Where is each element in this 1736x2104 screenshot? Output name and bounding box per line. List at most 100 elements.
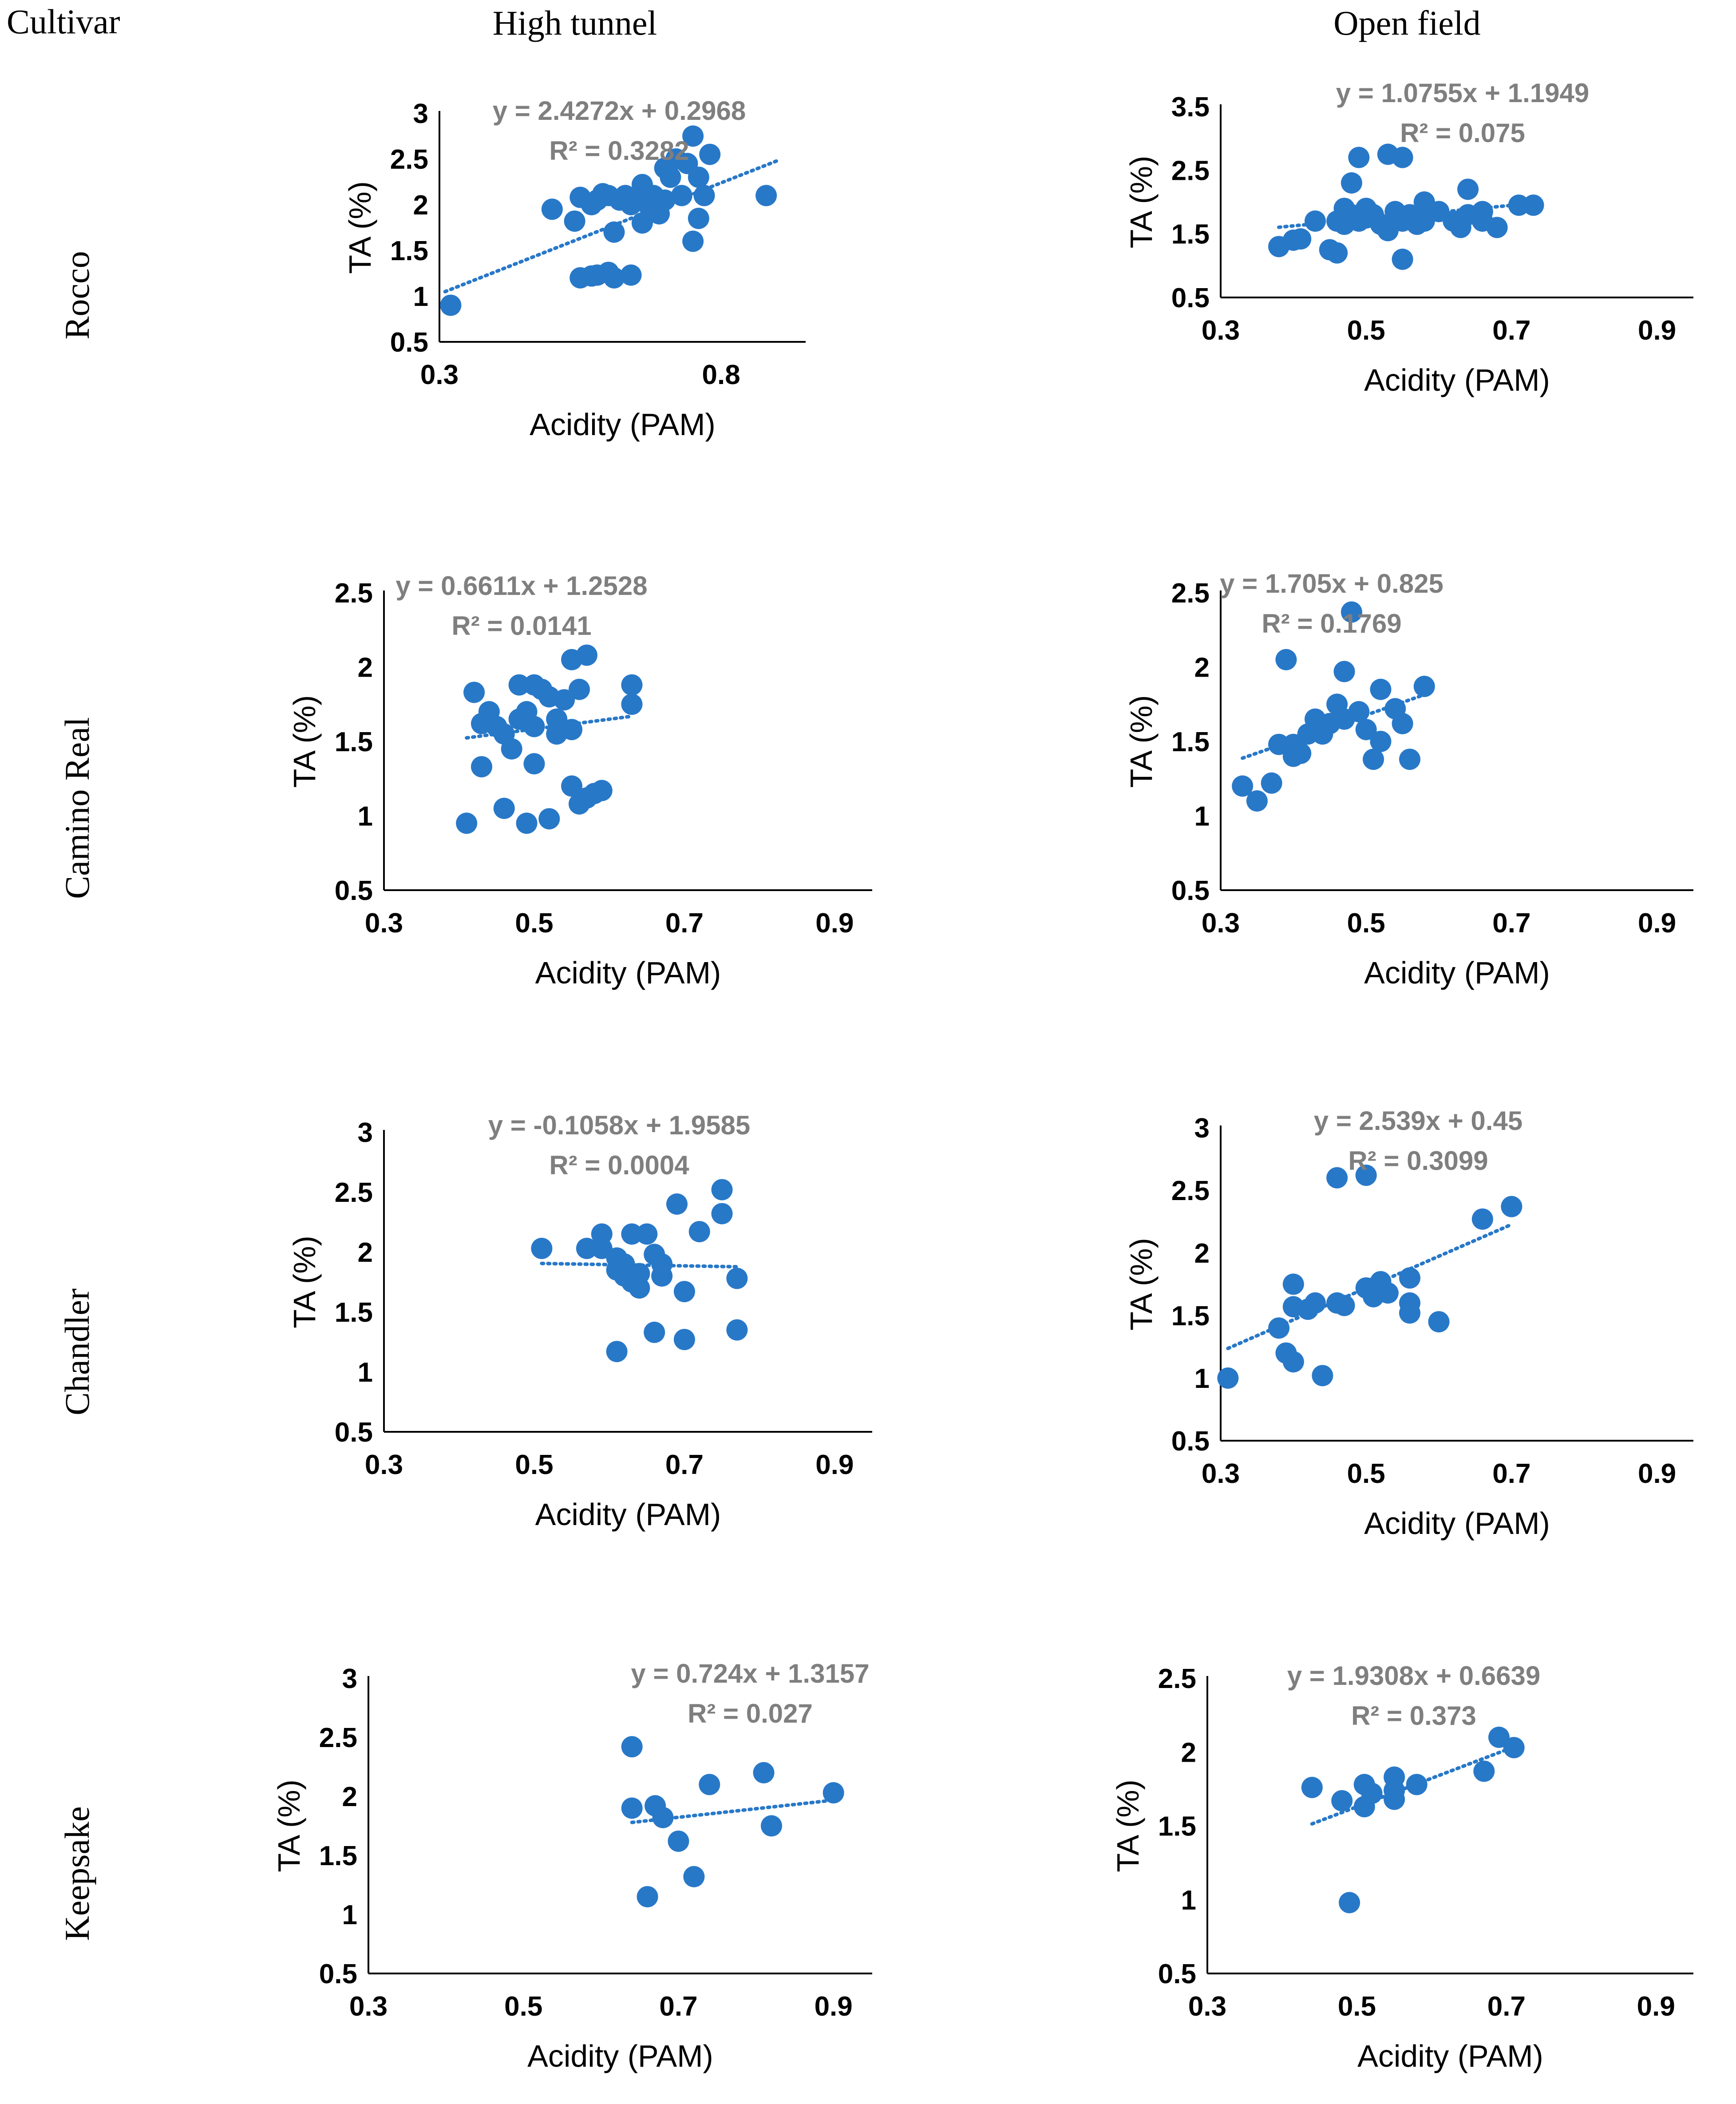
- row-label-rocco: Rocco: [58, 251, 96, 339]
- data-point: [1282, 1273, 1304, 1295]
- y-tick-label: 3: [358, 1117, 373, 1148]
- data-point: [629, 1263, 650, 1284]
- r-squared-label: R² = 0.373: [1351, 1701, 1476, 1731]
- y-tick-label: 1: [358, 801, 373, 832]
- y-tick-label: 0.5: [335, 1417, 373, 1448]
- data-point: [761, 1815, 782, 1837]
- trendline-equation: y = 1.9308x + 0.6639: [1287, 1661, 1541, 1691]
- y-axis-title: TA (%): [287, 1236, 322, 1328]
- data-point: [1290, 228, 1312, 250]
- data-point: [644, 1321, 665, 1343]
- data-point: [1341, 601, 1362, 623]
- data-point: [651, 1265, 673, 1287]
- x-tick-label: 0.5: [515, 1450, 553, 1480]
- data-point: [673, 1329, 695, 1351]
- trendline: [443, 158, 779, 293]
- y-tick-label: 2: [358, 1237, 373, 1268]
- y-tick-label: 0.5: [1171, 283, 1210, 313]
- x-tick-label: 0.7: [665, 1450, 704, 1480]
- x-tick-label: 0.5: [1347, 315, 1385, 346]
- data-point: [1341, 172, 1362, 194]
- data-point: [1305, 210, 1326, 232]
- trendline-equation: y = 1.705x + 0.825: [1220, 569, 1443, 598]
- x-tick-label: 0.3: [365, 908, 403, 939]
- y-tick-label: 1: [413, 281, 428, 312]
- x-tick-label: 0.7: [659, 1991, 697, 2022]
- x-tick-label: 0.9: [815, 1991, 853, 2022]
- r-squared-label: R² = 0.0004: [549, 1150, 689, 1180]
- y-tick-label: 1.5: [1171, 727, 1210, 757]
- x-tick-label: 0.5: [1338, 1991, 1376, 2022]
- data-point: [1428, 1311, 1450, 1333]
- data-point: [1503, 1737, 1525, 1759]
- x-tick-label: 0.7: [665, 908, 704, 939]
- y-tick-label: 1.5: [335, 1297, 373, 1328]
- trendline: [465, 714, 634, 740]
- y-tick-label: 1.5: [335, 727, 373, 757]
- data-point: [1348, 147, 1370, 168]
- x-tick-label: 0.5: [504, 1991, 542, 2022]
- x-tick-label: 0.9: [815, 908, 854, 939]
- trendline: [1310, 1745, 1516, 1826]
- data-point: [541, 198, 563, 220]
- y-axis-title: TA (%): [287, 695, 322, 788]
- x-tick-label: 0.9: [1638, 1458, 1676, 1489]
- data-point: [621, 693, 643, 715]
- data-point: [1377, 1282, 1399, 1304]
- data-point: [1457, 178, 1479, 200]
- data-point: [1399, 749, 1420, 770]
- data-point: [523, 716, 545, 737]
- data-point: [1326, 242, 1348, 264]
- data-point: [1501, 1196, 1522, 1217]
- trendline: [540, 1261, 739, 1269]
- data-point: [1355, 1165, 1377, 1186]
- cultivar-header: Cultivar: [7, 2, 120, 41]
- data-point: [621, 674, 643, 696]
- y-tick-label: 3: [342, 1664, 357, 1694]
- data-point: [666, 1193, 688, 1215]
- data-point: [682, 230, 704, 252]
- data-point: [621, 1797, 643, 1819]
- y-axis-title: TA (%): [1111, 1779, 1145, 1872]
- data-point: [1363, 749, 1384, 770]
- data-point: [688, 166, 709, 188]
- data-point: [660, 166, 681, 188]
- data-point: [1282, 1351, 1304, 1373]
- data-point: [688, 207, 709, 229]
- x-tick-label: 0.3: [1202, 1458, 1240, 1489]
- data-point: [699, 1774, 720, 1795]
- data-point: [711, 1203, 733, 1224]
- data-point: [456, 812, 478, 834]
- y-tick-label: 1.5: [1171, 1301, 1210, 1331]
- y-tick-label: 3: [413, 99, 428, 129]
- data-point: [538, 808, 560, 830]
- data-point: [1268, 1317, 1290, 1339]
- data-point: [1290, 742, 1312, 764]
- trendline: [630, 1798, 835, 1824]
- x-axis-title: Acidity (PAM): [535, 1497, 721, 1532]
- data-point: [621, 1223, 643, 1245]
- data-point: [531, 1237, 553, 1259]
- data-point: [576, 644, 597, 666]
- data-point: [1370, 731, 1392, 752]
- data-point: [699, 143, 721, 165]
- x-axis-title: Acidity (PAM): [527, 2039, 713, 2073]
- trendline: [1241, 693, 1426, 760]
- data-point: [1392, 249, 1413, 270]
- x-tick-label: 0.5: [515, 908, 553, 939]
- data-point: [1522, 194, 1544, 216]
- data-point: [1471, 1208, 1493, 1230]
- data-point: [1326, 1167, 1348, 1189]
- data-point: [1370, 678, 1392, 700]
- data-point: [1217, 1367, 1239, 1389]
- data-point: [554, 689, 575, 711]
- data-point: [1333, 661, 1355, 682]
- x-tick-label: 0.3: [1202, 908, 1240, 939]
- y-tick-label: 2.5: [1171, 578, 1210, 609]
- data-point: [463, 682, 485, 703]
- data-point: [493, 797, 515, 819]
- y-tick-label: 2: [1194, 1238, 1210, 1269]
